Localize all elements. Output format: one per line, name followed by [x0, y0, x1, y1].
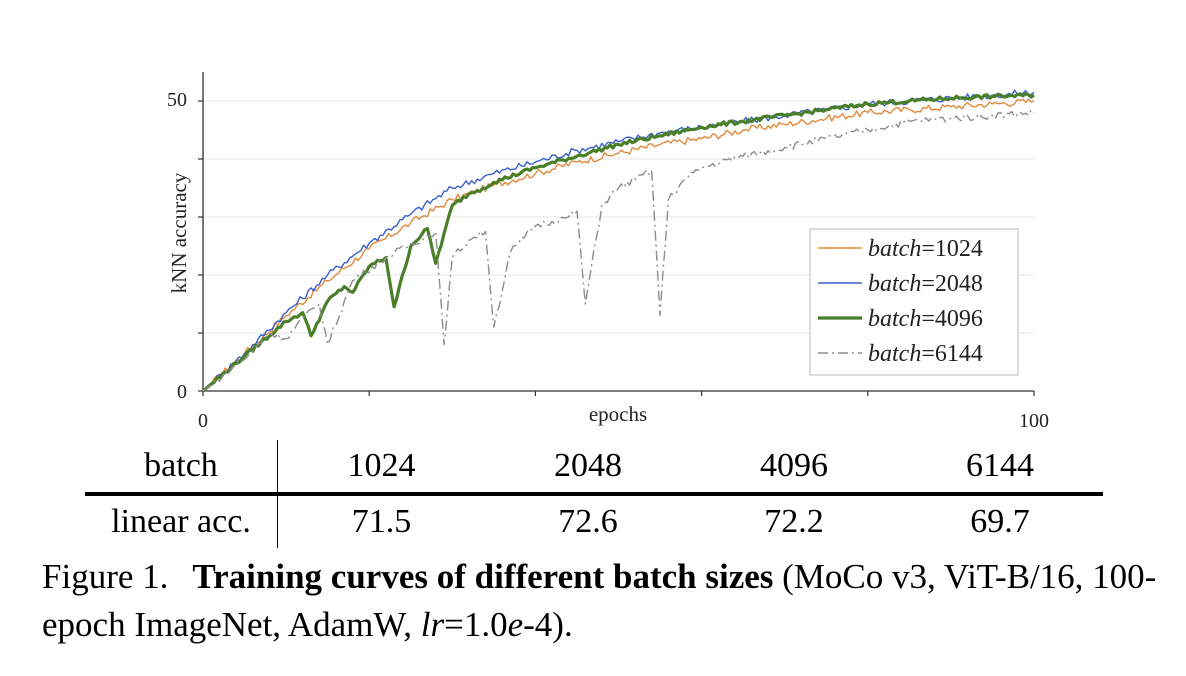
caption-lead: Figure 1. — [42, 557, 169, 596]
caption-text-1: (MoCo v3, ViT-B/16, 100-epoch ImageNet, … — [42, 557, 1157, 644]
table-header-row: batch 1024 2048 4096 6144 — [85, 440, 1103, 496]
legend: batch=1024 batch=2048 batch=4096 batch=6144 — [809, 228, 1019, 376]
figure-caption: Figure 1. Training curves of different ba… — [42, 553, 1162, 649]
table-acc-cell: 72.2 — [764, 503, 824, 540]
y-tick-label-50: 50 — [167, 89, 187, 111]
knn-accuracy-chart: 0 50 0 100 epochs kNN accuracy batch=102… — [167, 72, 1049, 432]
x-tick-label-0: 0 — [198, 410, 208, 432]
table-batch-cell: 6144 — [896, 440, 1103, 496]
table-row-label: linear acc. — [85, 494, 278, 548]
legend-label-2048: batch=2048 — [868, 271, 983, 297]
table-value-row: linear acc. 71.5 72.6 72.2 69.7 — [85, 494, 1103, 548]
table-acc-cell: 69.7 — [970, 503, 1030, 540]
series-line-1024 — [202, 98, 1035, 392]
x-tick-label-100: 100 — [1019, 410, 1049, 432]
table-header-label: batch — [85, 440, 278, 496]
legend-label-1024: batch=1024 — [868, 236, 983, 262]
caption-title: Training curves of different batch sizes — [192, 557, 774, 596]
table-batch-cell: 1024 — [277, 440, 485, 496]
table-acc-cell: 71.5 — [351, 503, 412, 540]
series-line-6144 — [202, 109, 1035, 392]
y-tick-label-0: 0 — [177, 381, 187, 403]
caption-equals: =1.0 — [444, 605, 508, 644]
legend-label-6144: batch=6144 — [868, 341, 983, 367]
table-acc-cell: 72.6 — [558, 503, 618, 540]
axes — [202, 72, 1034, 392]
table-batch-cell: 2048 — [485, 440, 691, 496]
legend-box — [809, 228, 1019, 376]
legend-label-4096: batch=4096 — [868, 306, 983, 332]
caption-lr-symbol: lr — [420, 605, 445, 644]
series-lines — [201, 89, 1035, 393]
series-line-4096 — [201, 92, 1035, 393]
table-batch-cell: 4096 — [690, 440, 897, 496]
caption-e-symbol: e — [507, 605, 524, 644]
ticks — [198, 100, 1035, 396]
x-axis-title: epochs — [589, 402, 647, 426]
y-axis-title: kNN accuracy — [167, 172, 191, 293]
linear-acc-table: batch 1024 2048 4096 6144 linear acc. 71… — [85, 440, 1103, 548]
caption-text-2: -4). — [523, 605, 573, 644]
linear-acc-table-wrap: batch 1024 2048 4096 6144 linear acc. 71… — [85, 440, 1103, 548]
